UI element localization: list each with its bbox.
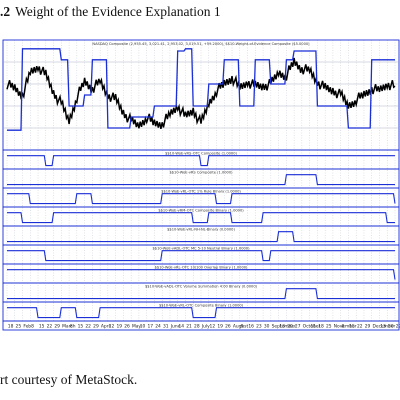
x-tick-label: 8 xyxy=(341,324,344,330)
x-tick-label: 25 xyxy=(16,324,22,330)
x-tick-label: 29 xyxy=(365,324,371,330)
x-tick-label: 13 xyxy=(279,324,285,330)
x-tick-label: 18 xyxy=(318,324,324,330)
x-tick-label: 26 xyxy=(225,324,231,330)
x-tick-label: 22 xyxy=(47,324,53,330)
nasdaq-price-line xyxy=(6,57,396,130)
x-tick-label: 12 xyxy=(210,324,216,330)
x-tick-label: 27 xyxy=(396,324,400,330)
x-tick-label: 16 xyxy=(248,324,254,330)
x-tick-label: July xyxy=(201,324,210,330)
x-tick-label: Feb xyxy=(23,324,31,330)
panel-label: $$10-WoE-vRL-OTC Composite Binary (1.000… xyxy=(159,304,244,308)
metastock-chart: NASDAQ Composite (2,955.45, 3,021.41, 2,… xyxy=(2,39,400,331)
x-tick-label: 15 xyxy=(349,324,355,330)
x-tick-label: 22 xyxy=(85,324,91,330)
binary-indicator-line xyxy=(7,250,395,262)
panel-label: $$10-WoE-vADL-OTC Volume Summation 4:00 … xyxy=(145,285,258,289)
binary-indicator-line xyxy=(7,174,395,186)
x-tick-label: November xyxy=(334,324,357,330)
x-tick-label: 30 xyxy=(264,324,270,330)
binary-indicator-line xyxy=(7,307,395,319)
panel-label: $$10-WoE-vRS Composite (1.0000) xyxy=(169,171,233,175)
x-tick-label: 9 xyxy=(241,324,244,330)
figure-title: .2 Weight of the Evidence Explanation 1 xyxy=(0,4,221,20)
binary-indicator-line xyxy=(7,155,395,167)
x-tick-label: 10 xyxy=(140,324,146,330)
x-tick-label: 29 xyxy=(54,324,60,330)
panel-label: $$10-WoE-vRS-OTC Composite (1.0000) xyxy=(165,152,237,156)
x-tick-label: June xyxy=(170,324,181,330)
x-tick-label: 20 xyxy=(388,324,394,330)
x-tick-label: 19 xyxy=(116,324,122,330)
x-tick-label: 23 xyxy=(256,324,262,330)
x-tick-label: 22 xyxy=(357,324,363,330)
panel-label: $$10-WoE-vADL-OTC MC 5-10 Neutral Binary… xyxy=(153,247,251,251)
binary-indicator-line xyxy=(7,288,395,300)
x-tick-label: 11 xyxy=(310,324,316,330)
x-tick-label: August xyxy=(233,324,249,330)
x-tick-label: December xyxy=(373,324,396,330)
composite-indicator-line xyxy=(7,48,395,131)
x-tick-label: 31 xyxy=(163,324,169,330)
x-tick-label: 8 xyxy=(31,324,34,330)
x-tick-label: 28 xyxy=(194,324,200,330)
x-tick-label: 15 xyxy=(78,324,84,330)
x-tick-label: 15 xyxy=(39,324,45,330)
figure-title-text: Weight of the Evidence Explanation 1 xyxy=(15,4,221,19)
figure-number: .2 xyxy=(0,4,11,19)
panel-label: $$10-WoE-vRL-OTC 1% Rule Binary (1.0000) xyxy=(161,190,241,194)
x-tick-label: 13 xyxy=(380,324,386,330)
x-tick-label: April xyxy=(101,324,111,330)
x-tick-label: 24 xyxy=(155,324,161,330)
x-axis-frame xyxy=(2,320,400,331)
binary-indicator-line xyxy=(7,231,395,243)
x-tick-label: 27 xyxy=(295,324,301,330)
x-tick-label: 14 xyxy=(179,324,185,330)
binary-indicator-line xyxy=(7,212,395,224)
x-tick-label: 26 xyxy=(124,324,130,330)
panel-label: $$10-WoE-vRM-OTC Composite Binary (1.000… xyxy=(158,209,244,213)
x-tick-label: May xyxy=(132,324,141,330)
panel-label: $$10-WoE-vRL-NH-NL-Binary (0.0000) xyxy=(167,228,235,232)
x-tick-label: 29 xyxy=(93,324,99,330)
x-tick-label: October xyxy=(303,324,321,330)
binary-indicator-line xyxy=(7,193,396,205)
x-tick-label: 18 xyxy=(8,324,14,330)
x-tick-label: 21 xyxy=(186,324,192,330)
binary-indicator-line xyxy=(7,269,396,280)
figure-caption: rt courtesy of MetaStock. xyxy=(0,372,138,387)
x-tick-label: March xyxy=(62,324,76,330)
x-tick-label: 8 xyxy=(70,324,73,330)
panel-label: NASDAQ Composite (2,955.45, 3,021.41, 2,… xyxy=(92,42,310,46)
x-tick-label: 17 xyxy=(147,324,153,330)
panel-label: $$10-WoE-vRL-OTC 10/100 Overlap Binary (… xyxy=(155,266,248,270)
x-tick-label: September xyxy=(272,324,296,330)
x-tick-label: 19 xyxy=(217,324,223,330)
x-tick-label: 25 xyxy=(326,324,332,330)
x-tick-label: 12 xyxy=(109,324,115,330)
x-tick-label: 20 xyxy=(287,324,293,330)
